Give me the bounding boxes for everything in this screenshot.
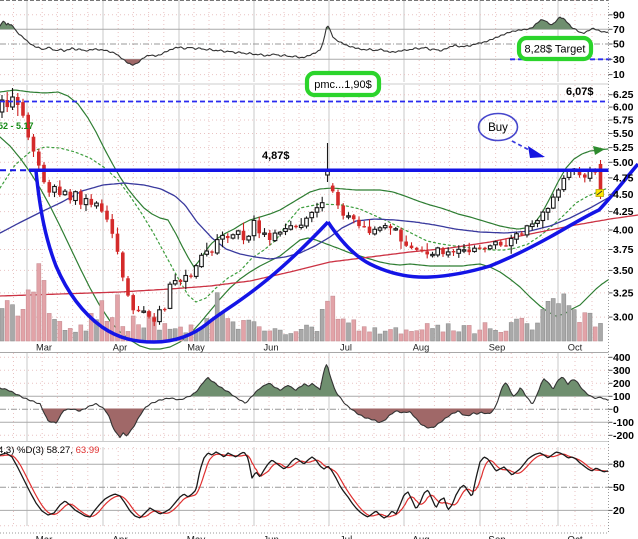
svg-text:4.25: 4.25 (613, 206, 634, 218)
svg-text:pmc...1,90$: pmc...1,90$ (314, 79, 371, 91)
svg-text:Oct: Oct (568, 343, 583, 353)
svg-text:3.50: 3.50 (613, 265, 634, 277)
svg-text:Apr: Apr (112, 535, 128, 539)
svg-text:Apr: Apr (113, 343, 127, 353)
svg-text:3.25: 3.25 (613, 287, 634, 299)
svg-text:-200: -200 (613, 430, 634, 442)
svg-text:3.75: 3.75 (613, 244, 634, 256)
svg-text:30: 30 (613, 54, 625, 66)
svg-text:Buy: Buy (488, 122, 508, 134)
svg-text:Jul: Jul (340, 535, 353, 539)
svg-text:4,3) %D(3) 58.27, 63.99: 4,3) %D(3) 58.27, 63.99 (0, 445, 99, 456)
svg-text:6,07$: 6,07$ (566, 86, 594, 98)
svg-text:300: 300 (613, 365, 631, 377)
svg-text:Oct: Oct (567, 535, 583, 539)
svg-text:4.75: 4.75 (613, 172, 634, 184)
svg-text:Mar: Mar (36, 343, 52, 353)
svg-text:0: 0 (613, 404, 619, 416)
svg-text:8,28$ Target: 8,28$ Target (525, 44, 586, 56)
svg-text:6.00: 6.00 (613, 102, 634, 114)
svg-text:5.50: 5.50 (613, 128, 634, 140)
svg-text:200: 200 (613, 378, 631, 390)
svg-text:90: 90 (613, 9, 625, 21)
svg-text:6.25: 6.25 (613, 89, 634, 101)
svg-text:4,87$: 4,87$ (262, 150, 290, 162)
svg-text:80: 80 (613, 459, 625, 471)
svg-text:100: 100 (613, 391, 631, 403)
svg-text:400: 400 (613, 352, 631, 364)
svg-text:5.75: 5.75 (613, 115, 634, 127)
svg-text:-100: -100 (613, 417, 634, 429)
svg-text:10: 10 (613, 69, 625, 81)
svg-text:Jul: Jul (340, 343, 352, 353)
svg-text:5.25: 5.25 (613, 142, 634, 154)
svg-text:Mar: Mar (36, 535, 54, 539)
svg-text:70: 70 (613, 24, 625, 36)
svg-text:May: May (187, 535, 206, 539)
svg-text:3.00: 3.00 (613, 312, 634, 324)
svg-text:4.50: 4.50 (613, 189, 634, 201)
svg-text:50: 50 (613, 482, 625, 494)
svg-text:Sep: Sep (488, 535, 506, 539)
svg-text:May: May (187, 343, 205, 353)
svg-text:5.00: 5.00 (613, 157, 634, 169)
svg-text:50: 50 (613, 39, 625, 51)
svg-text:Aug: Aug (412, 535, 429, 539)
svg-text:4.00: 4.00 (613, 225, 634, 237)
svg-text:Jun: Jun (264, 343, 279, 353)
svg-text:Sep: Sep (489, 343, 506, 353)
svg-text:20: 20 (613, 505, 625, 517)
svg-text:52 - 5.17: 52 - 5.17 (0, 121, 34, 131)
svg-text:Aug: Aug (413, 343, 430, 353)
svg-text:Jun: Jun (263, 535, 279, 539)
